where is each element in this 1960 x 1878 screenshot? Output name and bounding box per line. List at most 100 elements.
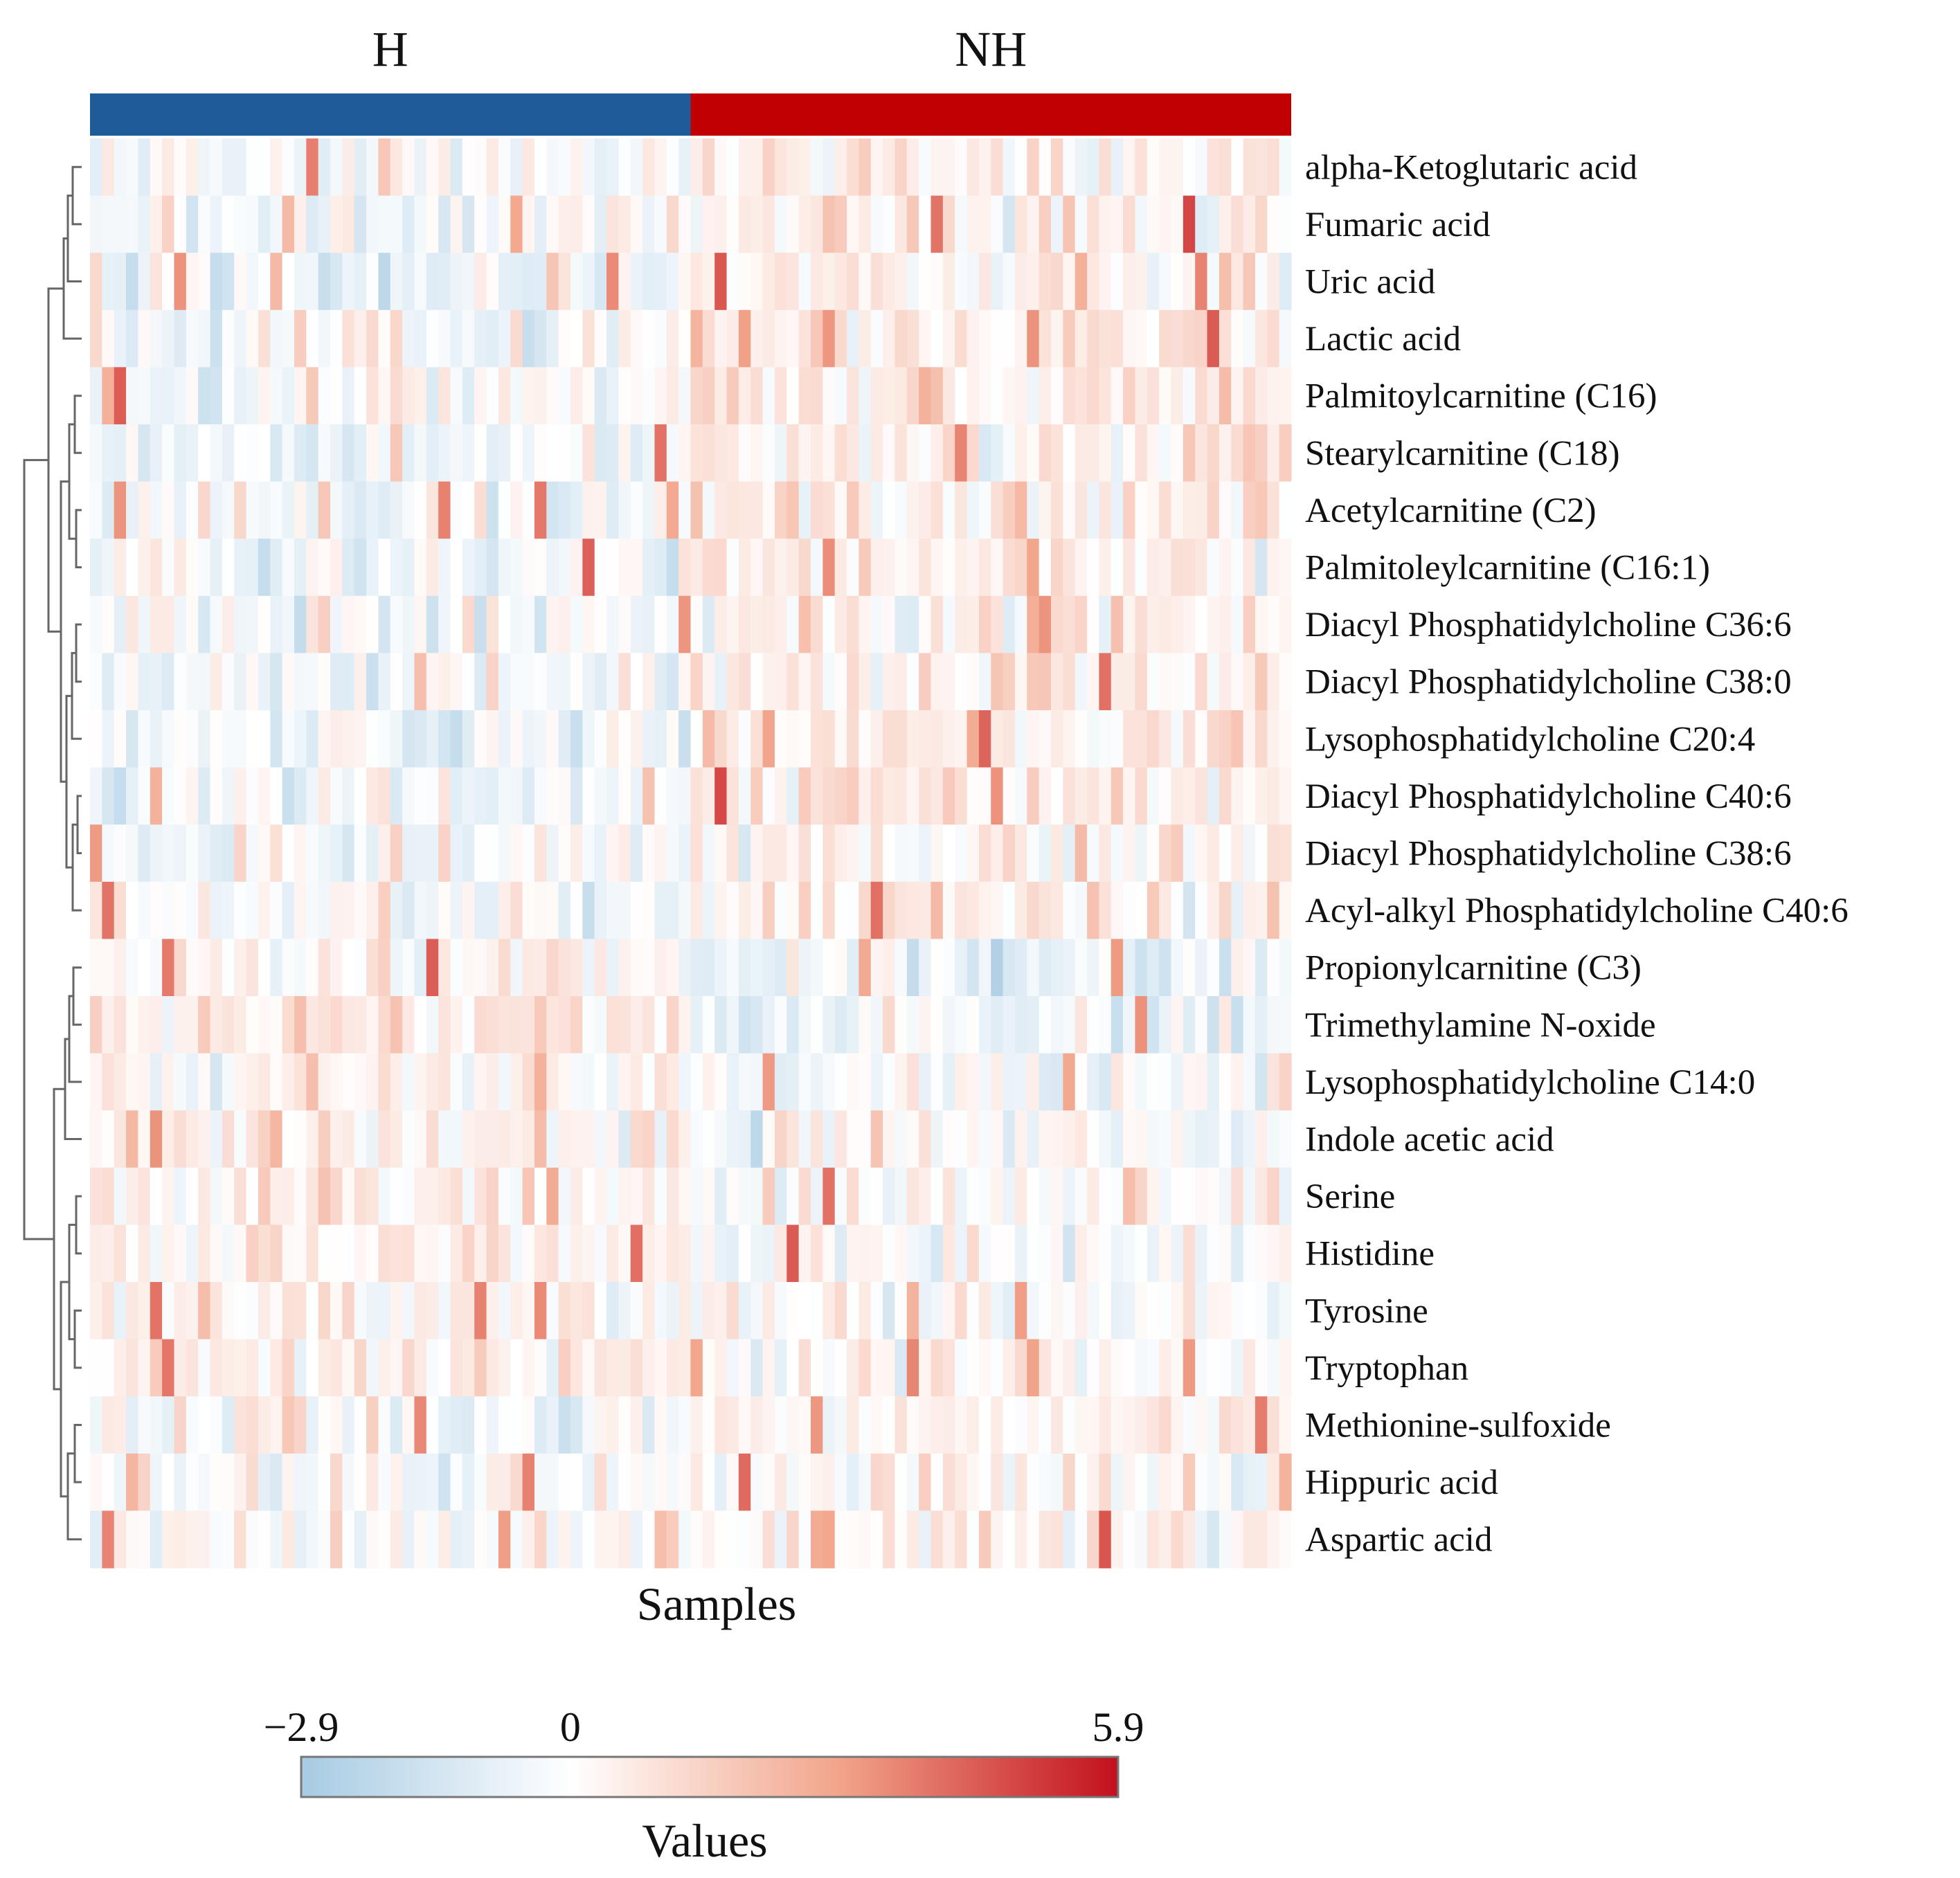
heatmap-cell: [1087, 996, 1099, 1054]
heatmap-cell: [486, 309, 499, 368]
heatmap-cell: [1219, 710, 1232, 768]
heatmap-cell: [1147, 939, 1160, 997]
heatmap-cell: [234, 424, 247, 482]
heatmap-cell: [870, 767, 883, 825]
heatmap-cell: [1255, 367, 1268, 425]
colorbar-ticks: −2.9 0 5.9: [264, 1704, 1144, 1750]
heatmap-cell: [847, 1167, 859, 1225]
heatmap-cell: [1075, 195, 1088, 253]
heatmap-cell: [847, 539, 859, 597]
heatmap-cell: [738, 367, 751, 425]
heatmap-cell: [402, 824, 415, 883]
heatmap-cell: [462, 424, 475, 482]
heatmap-cell: [811, 939, 823, 997]
heatmap-cell: [654, 481, 667, 539]
heatmap-cell: [402, 881, 415, 939]
heatmap-cell: [246, 195, 259, 253]
heatmap-cell: [1159, 881, 1172, 939]
heatmap-cell: [1147, 595, 1160, 653]
heatmap-cell: [942, 1396, 955, 1454]
heatmap-cell: [1171, 710, 1184, 768]
heatmap-cell: [630, 1110, 643, 1168]
heatmap-cell: [582, 138, 595, 197]
heatmap-cell: [919, 481, 932, 539]
heatmap-cell: [294, 138, 307, 197]
heatmap-cell: [1039, 881, 1052, 939]
heatmap-cell: [306, 1053, 319, 1111]
heatmap-cell: [126, 595, 138, 653]
heatmap-cell: [894, 939, 908, 997]
heatmap-cell: [1147, 138, 1160, 197]
heatmap-cell: [282, 595, 295, 653]
heatmap-cell: [138, 824, 151, 883]
heatmap-cell: [534, 881, 547, 939]
heatmap-cell: [282, 824, 295, 883]
heatmap-cell: [450, 424, 463, 482]
heatmap-cell: [1123, 253, 1136, 311]
heatmap-cell: [1147, 1396, 1160, 1454]
heatmap-cell: [738, 1167, 751, 1225]
heatmap-cell: [726, 1225, 739, 1283]
heatmap-cell: [246, 1110, 259, 1168]
heatmap-cell: [1183, 824, 1196, 883]
heatmap-cell: [1123, 1225, 1136, 1283]
heatmap-cell: [955, 1110, 968, 1168]
heatmap-cell: [1063, 367, 1076, 425]
heatmap-cell: [126, 1167, 138, 1225]
heatmap-cell: [1219, 881, 1232, 939]
heatmap-cell: [342, 1510, 355, 1569]
heatmap-cell: [966, 595, 980, 653]
heatmap-cell: [1279, 1282, 1292, 1340]
heatmap-cell: [618, 1225, 631, 1283]
heatmap-cell: [1243, 1225, 1256, 1283]
heatmap-cell: [174, 1339, 187, 1397]
heatmap-cell: [798, 481, 811, 539]
heatmap-cell: [642, 309, 656, 368]
heatmap-cell: [714, 1167, 728, 1225]
heatmap-cell: [402, 481, 415, 539]
heatmap-cell: [1039, 1453, 1052, 1511]
heatmap-cell: [414, 767, 427, 825]
heatmap-cell: [786, 1396, 800, 1454]
heatmap-cell: [966, 653, 980, 711]
heatmap-cell: [582, 1225, 595, 1283]
heatmap-cell: [966, 939, 980, 997]
heatmap-cell: [678, 824, 692, 883]
row-label: Histidine: [1305, 1235, 1435, 1274]
heatmap-cell: [558, 1453, 571, 1511]
heatmap-cell: [1255, 1167, 1268, 1225]
heatmap-cell: [1243, 539, 1256, 597]
heatmap-cell: [750, 1053, 764, 1111]
heatmap-cell: [606, 481, 619, 539]
heatmap-cell: [762, 1339, 775, 1397]
row-label: Indole acetic acid: [1305, 1121, 1554, 1159]
heatmap-cell: [942, 824, 955, 883]
heatmap-cell: [978, 253, 991, 311]
heatmap-cell: [1183, 309, 1196, 368]
heatmap-cell: [714, 1339, 728, 1397]
heatmap-cell: [330, 1225, 343, 1283]
row-dendrogram: [23, 165, 82, 1541]
heatmap-cell: [1171, 1510, 1184, 1569]
heatmap-cell: [282, 424, 295, 482]
heatmap-cell: [1255, 1225, 1268, 1283]
heatmap-cell: [1183, 481, 1196, 539]
heatmap-cell: [522, 367, 535, 425]
heatmap-cell: [1159, 1167, 1172, 1225]
heatmap-cell: [1135, 367, 1148, 425]
heatmap-cell: [402, 1053, 415, 1111]
heatmap-cell: [726, 1453, 739, 1511]
heatmap-cell: [342, 939, 355, 997]
heatmap-cell: [811, 1453, 823, 1511]
heatmap-cell: [1014, 367, 1027, 425]
heatmap-cell: [162, 710, 175, 768]
heatmap-cell: [174, 138, 187, 197]
heatmap-cell: [1183, 1225, 1196, 1283]
heatmap-cell: [930, 1339, 944, 1397]
heatmap-cell: [102, 309, 115, 368]
row-label: Diacyl Phosphatidylcholine C38:6: [1305, 835, 1792, 874]
heatmap-cell: [1039, 996, 1052, 1054]
heatmap-cell: [726, 939, 739, 997]
heatmap-cell: [978, 1510, 991, 1569]
heatmap-cell: [114, 253, 127, 311]
